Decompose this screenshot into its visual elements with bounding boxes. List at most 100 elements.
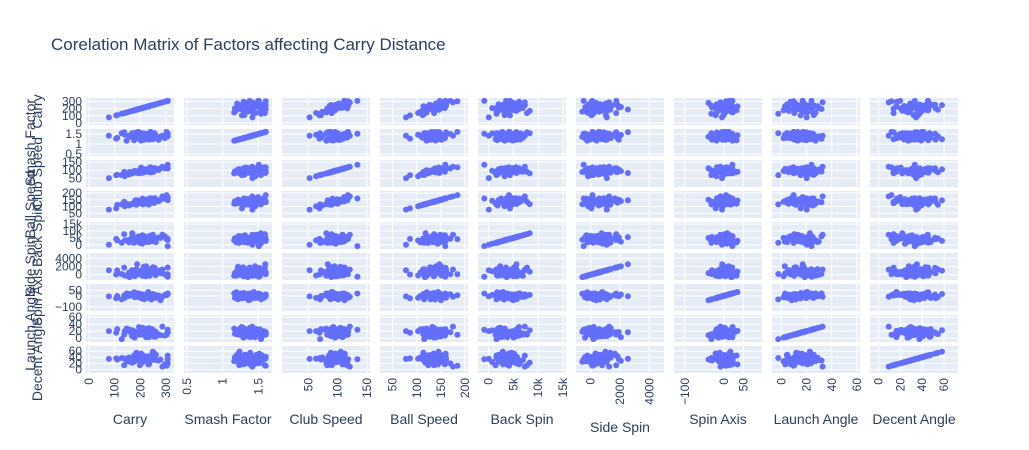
data-point	[139, 169, 146, 176]
data-point	[624, 261, 631, 268]
subplot-carry-vs-carry	[86, 97, 174, 125]
data-point	[423, 200, 430, 207]
data-point	[914, 136, 921, 143]
data-point	[454, 164, 461, 171]
data-point	[580, 161, 587, 168]
subplot-carry-vs-spin-axis	[674, 97, 762, 125]
data-point	[118, 271, 125, 277]
subplot-club-speed-vs-decent-angle	[870, 160, 958, 187]
data-point	[914, 198, 921, 205]
data-point	[149, 231, 156, 238]
data-point	[450, 193, 456, 200]
data-point	[236, 270, 243, 277]
data-point	[729, 270, 736, 277]
data-point	[708, 269, 714, 276]
data-point	[354, 130, 361, 137]
data-point	[261, 168, 268, 175]
data-point	[432, 103, 439, 110]
data-point	[121, 168, 128, 175]
subplot-club-speed-vs-smash-factor	[184, 160, 272, 187]
data-point	[240, 165, 247, 172]
data-point	[604, 107, 610, 114]
data-point	[729, 243, 736, 250]
data-point	[902, 236, 909, 243]
data-point	[925, 201, 932, 208]
data-point	[105, 293, 112, 300]
data-point	[145, 270, 152, 277]
data-point	[114, 112, 121, 119]
data-point	[346, 193, 353, 200]
data-point	[246, 167, 253, 174]
data-point	[580, 195, 587, 202]
data-point	[164, 130, 171, 137]
data-point	[450, 132, 456, 139]
data-point	[236, 238, 243, 244]
data-point	[134, 129, 141, 136]
data-point	[729, 165, 736, 172]
subplot-back-spin-vs-back-spin	[478, 222, 566, 250]
data-point	[603, 175, 610, 182]
data-point	[439, 167, 446, 174]
data-point	[423, 130, 430, 137]
data-point	[415, 203, 422, 210]
data-point	[499, 136, 506, 143]
data-point	[797, 112, 804, 119]
data-point	[613, 129, 620, 136]
data-point	[481, 243, 488, 250]
data-point	[161, 98, 168, 105]
data-point	[450, 293, 456, 300]
data-point	[354, 97, 361, 104]
data-point	[713, 110, 720, 116]
subplot-back-spin-vs-decent-angle	[870, 222, 958, 250]
data-point	[493, 201, 500, 208]
data-point	[423, 291, 430, 298]
data-point	[580, 130, 587, 137]
data-point	[161, 271, 168, 278]
subplot-spin-axis-vs-club-speed	[282, 284, 370, 311]
data-point	[925, 134, 932, 140]
data-point	[354, 195, 361, 202]
data-point	[617, 131, 624, 138]
subplot-spin-axis-vs-carry	[86, 284, 174, 311]
data-point	[118, 239, 125, 246]
subplot-back-spin-vs-launch-angle	[772, 222, 860, 250]
data-point	[714, 270, 721, 277]
data-point	[724, 130, 731, 137]
data-point	[585, 173, 592, 180]
data-point	[775, 296, 782, 303]
data-point	[785, 267, 792, 274]
data-point	[617, 104, 624, 110]
data-point	[421, 239, 428, 246]
data-point	[161, 292, 168, 298]
data-point	[592, 103, 598, 110]
data-point	[504, 133, 511, 140]
data-point	[521, 267, 528, 274]
data-point	[893, 198, 900, 205]
data-point	[139, 134, 146, 140]
data-point	[442, 243, 449, 250]
data-point	[454, 271, 461, 278]
subplot-back-spin-vs-smash-factor	[184, 222, 272, 250]
data-point	[139, 201, 146, 208]
data-point	[719, 206, 725, 213]
data-point	[407, 235, 413, 242]
data-point	[734, 289, 741, 295]
subplot-club-speed-vs-spin-axis	[674, 160, 762, 187]
data-point	[485, 114, 492, 121]
data-point	[914, 103, 921, 110]
data-point	[317, 172, 324, 179]
data-point	[145, 238, 152, 244]
data-point	[129, 200, 136, 207]
data-point	[714, 198, 721, 205]
data-point	[513, 130, 520, 137]
data-point	[485, 132, 492, 139]
data-point	[246, 103, 253, 110]
data-point	[803, 206, 810, 213]
data-point	[306, 132, 313, 139]
subplot-ball-speed-vs-launch-angle	[772, 191, 860, 218]
data-point	[240, 233, 247, 240]
subplot-side-spin-vs-ball-speed	[380, 253, 468, 281]
data-point	[939, 267, 945, 274]
data-point	[236, 294, 243, 301]
data-point	[939, 291, 945, 297]
